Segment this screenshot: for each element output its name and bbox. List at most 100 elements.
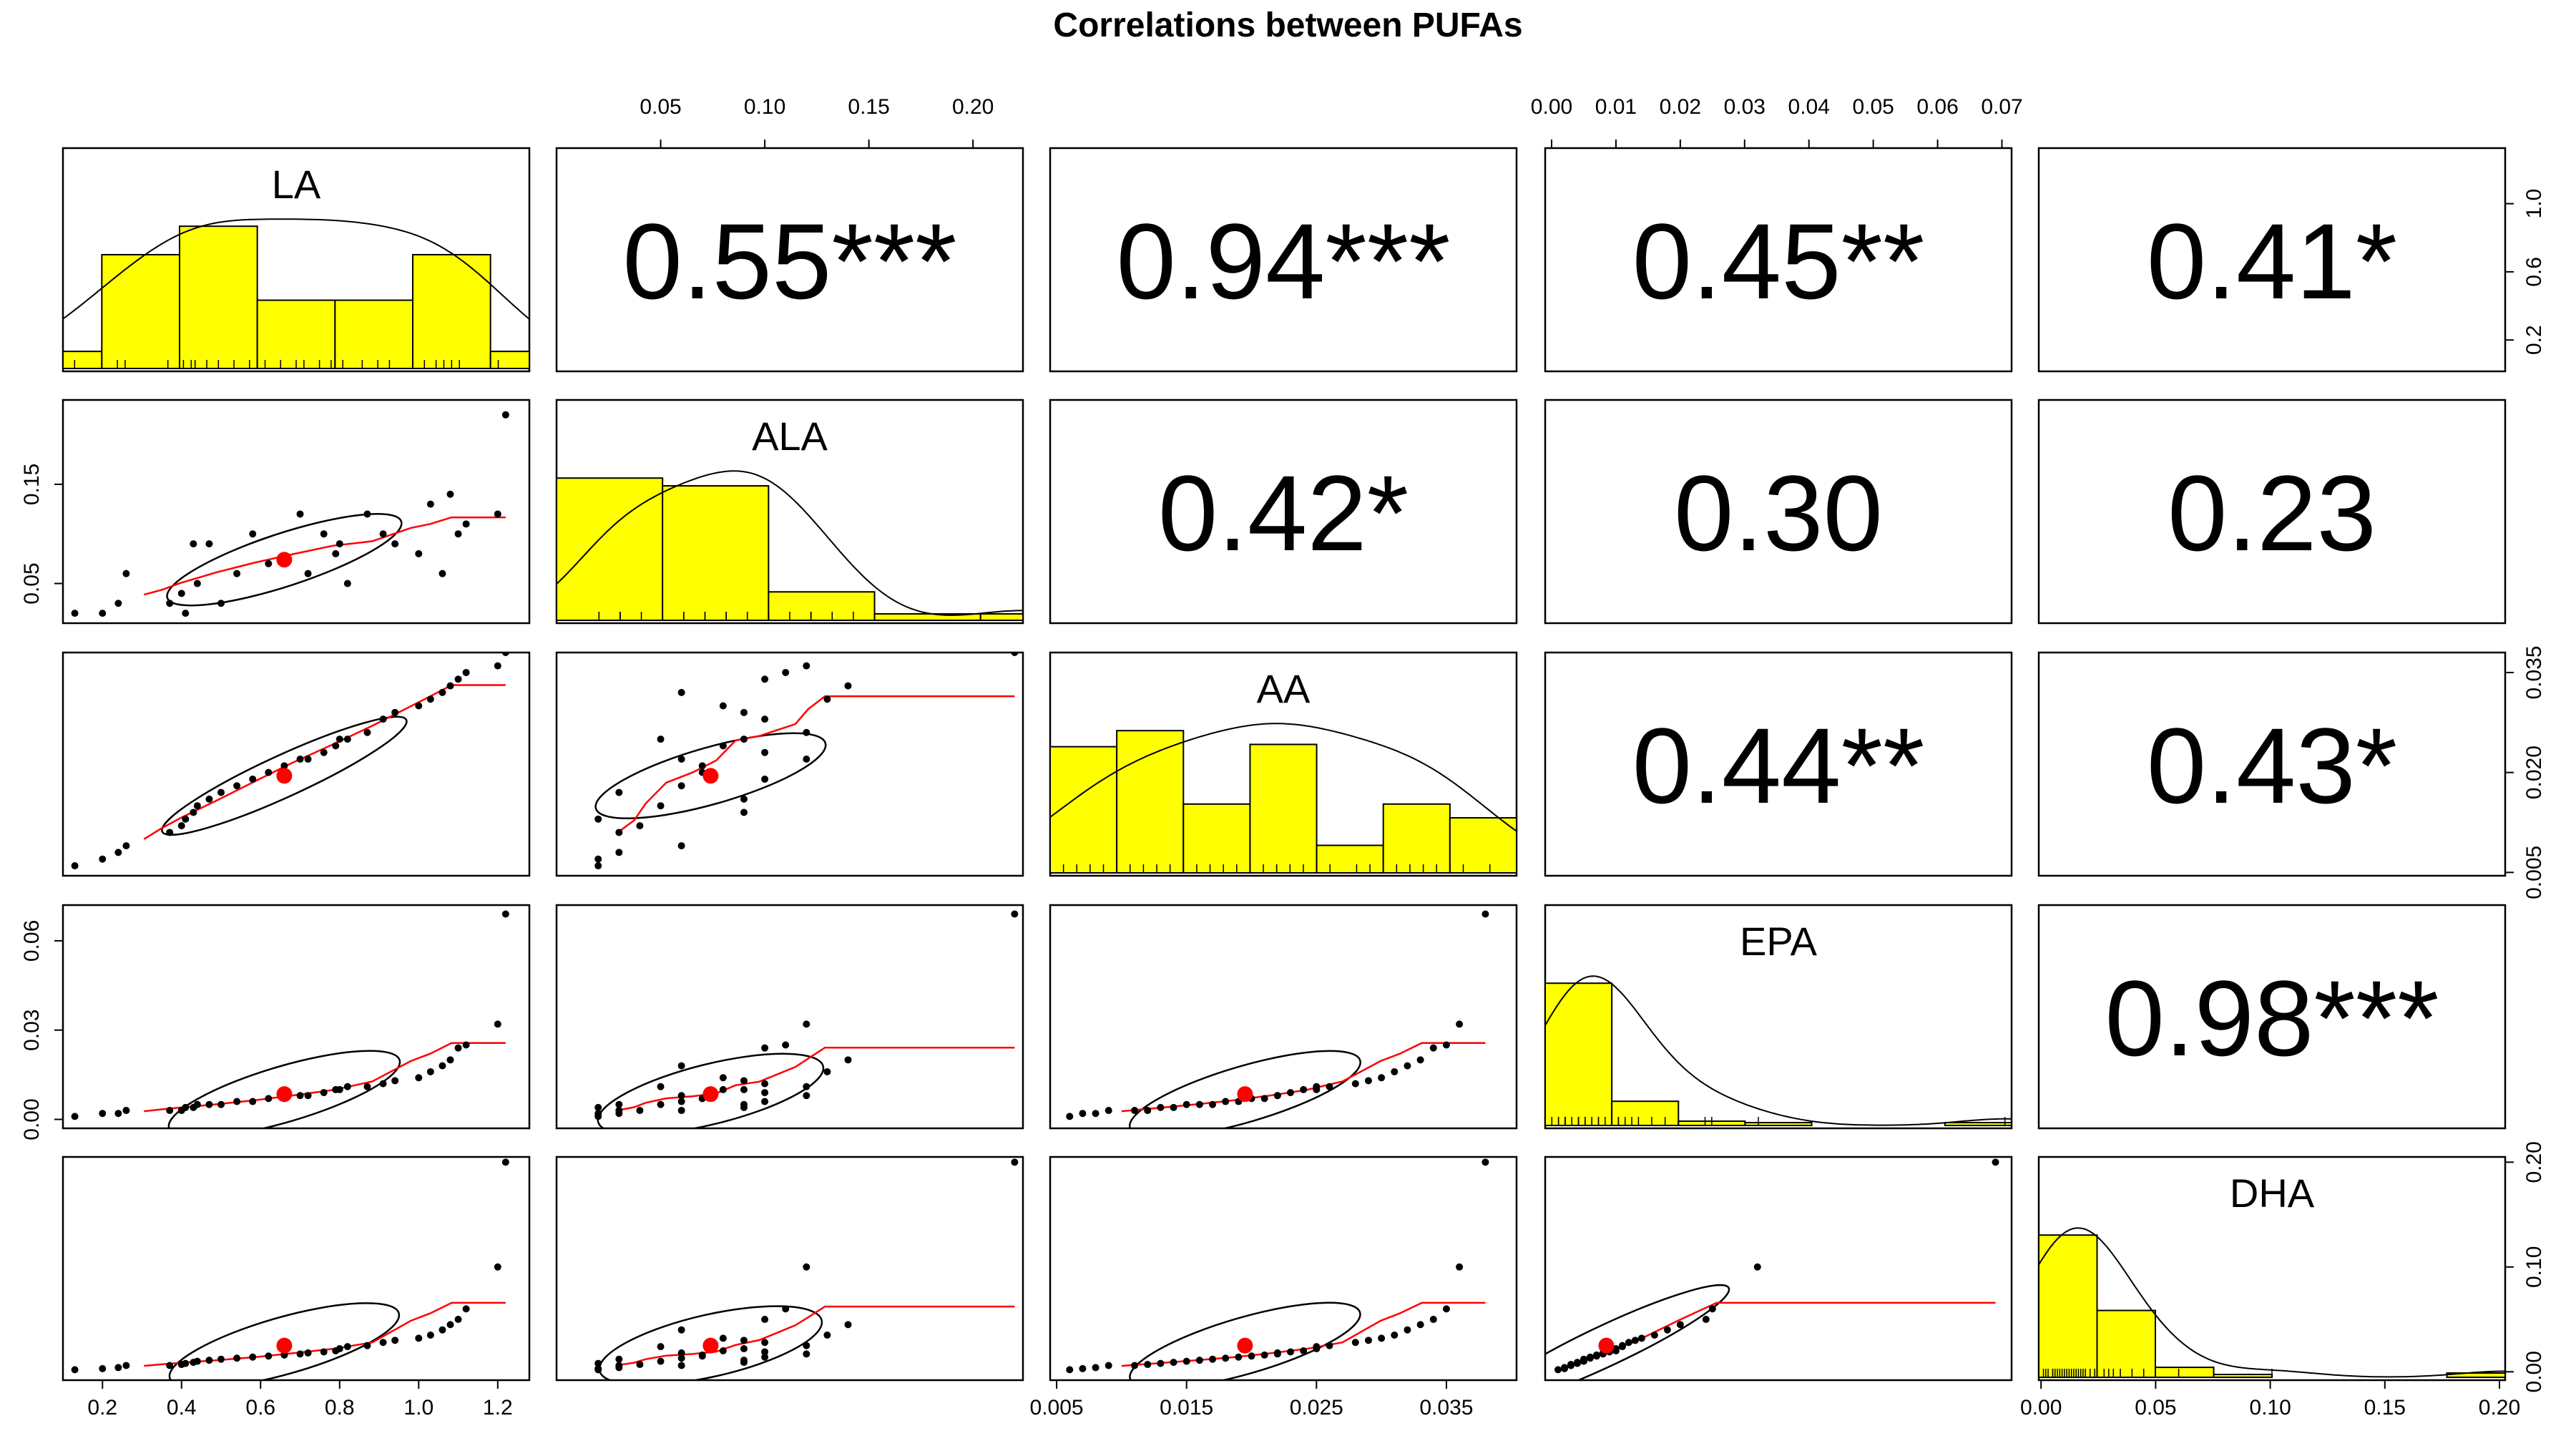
data-point [1286,1089,1294,1097]
data-point [426,500,434,508]
histogram-bar [2213,1374,2273,1379]
data-point [1222,1354,1230,1362]
panel-la-aa [1049,147,1518,373]
data-point [166,600,174,607]
data-point [363,1083,371,1090]
data-point [657,802,665,810]
data-point [1404,1062,1411,1070]
histogram-bar [1382,803,1451,874]
data-point [823,1068,831,1075]
data-point [217,1355,225,1363]
data-point [454,530,462,538]
data-point [304,1349,312,1357]
data-point [1157,1103,1165,1111]
data-point [1209,1355,1217,1363]
correlation-value: 0.98*** [2105,958,2439,1078]
data-point [182,815,190,823]
data-point [343,1343,351,1351]
data-point [1011,1158,1019,1166]
correlation-value: 0.41* [2147,201,2397,321]
data-point [426,1068,434,1075]
data-point [761,675,769,683]
x-tick-label: 0.05 [1852,95,1894,119]
data-point [719,702,727,710]
scatter-group [71,411,509,617]
data-point [1351,1080,1359,1088]
scatter-group [1066,1158,1489,1380]
data-point [677,1349,685,1357]
data-point [803,1263,810,1271]
data-point [615,1107,623,1115]
data-point [719,1085,727,1093]
confidence-ellipse [166,513,403,607]
data-point [1222,1098,1230,1105]
smoother-line [143,684,506,840]
data-point [677,1326,685,1334]
data-point [1482,910,1489,918]
correlation-value: 0.45** [1632,201,1925,321]
data-point [615,1100,623,1108]
x-tick-label: 0.005 [1030,1396,1084,1420]
data-point [761,1316,769,1324]
data-point [99,610,107,617]
data-point [1456,1263,1464,1271]
data-point [1273,1349,1281,1357]
data-point [1105,1362,1112,1369]
data-point [1066,1113,1074,1120]
data-point [761,1353,769,1361]
confidence-ellipse [161,715,408,836]
data-point [332,742,340,750]
data-point [1079,1364,1087,1372]
data-point [1351,1339,1359,1347]
data-point [265,560,273,567]
data-point [177,590,185,597]
data-point [740,1345,748,1353]
data-point [1092,1364,1100,1372]
data-point [439,688,446,696]
panel-aa-la [62,651,531,877]
scatter-group [71,910,509,1128]
data-point [740,1077,748,1085]
data-point [761,1098,769,1105]
data-point [1560,1364,1568,1372]
variable-label-ala: ALA [752,414,828,459]
y-tick-label: 0.020 [2522,746,2546,799]
data-point [166,1107,174,1115]
data-point [677,782,685,790]
confidence-ellipse [168,1302,401,1380]
data-point [1326,1342,1333,1349]
data-point [205,1357,213,1364]
data-point [379,1080,387,1088]
x-tick-label: 0.02 [1660,95,1701,119]
mean-point [276,552,293,568]
data-point [1273,1092,1281,1100]
correlation-value: 0.55*** [622,201,956,321]
histogram-bar [334,299,414,369]
data-point [1416,1056,1424,1064]
histogram-bar [2096,1309,2156,1378]
histogram-bar [556,477,664,622]
data-point [71,610,79,617]
histogram-bar [1049,746,1118,874]
data-point [1442,1041,1450,1049]
data-point [265,768,273,776]
data-point [803,662,810,670]
mean-point [1598,1337,1615,1354]
panel-ala-la [62,399,531,625]
data-point [217,1100,225,1108]
x-tick-label: 0.04 [1788,95,1830,119]
mean-point [276,768,293,784]
histogram-bar [1249,743,1318,874]
panel-aa-dha [2037,651,2507,877]
data-point [205,795,213,803]
data-point [415,702,423,710]
panel-ala-epa [1544,399,2013,625]
data-point [320,1348,328,1356]
histogram-bar [1744,1122,1813,1127]
data-point [740,1357,748,1364]
data-point [304,1092,312,1100]
data-point [363,510,371,518]
data-point [233,570,241,577]
data-point [217,788,225,796]
